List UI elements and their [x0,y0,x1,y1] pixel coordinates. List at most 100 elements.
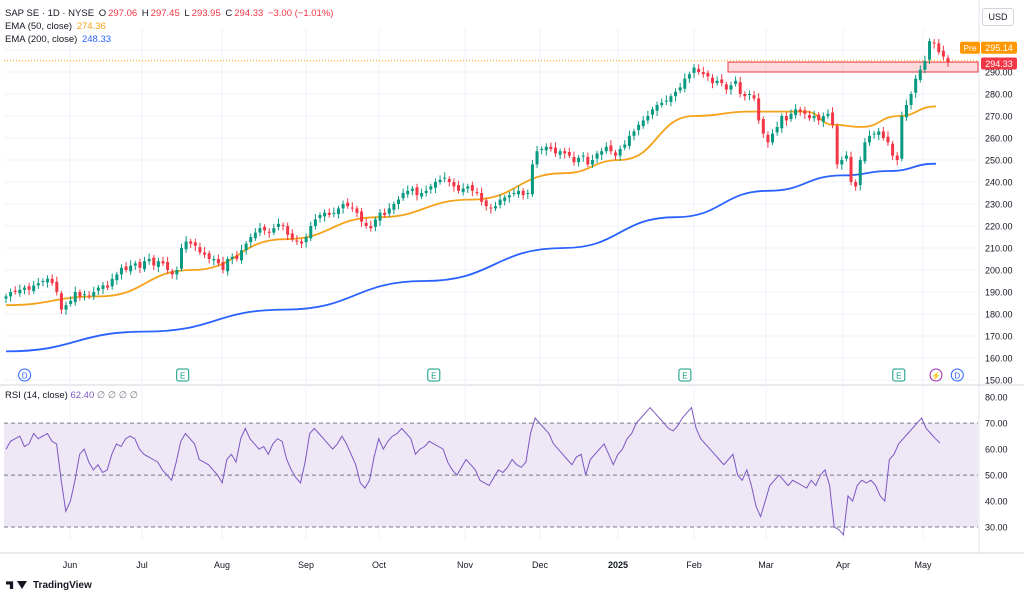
candle-body [355,208,359,213]
candle-body [868,135,871,143]
candle-body [447,178,451,182]
candle-body [46,278,50,283]
candle-body [692,67,696,73]
event-label: E [180,372,185,381]
time-tick-label: 2025 [608,560,628,570]
candle-body [216,259,220,264]
candle-body [844,155,848,159]
ema200-value: 248.33 [81,34,112,45]
price-tick-label: 200.00 [985,266,1013,276]
ema50-legend: EMA (50, close) 274.36 [5,21,108,33]
candle-body [817,114,821,121]
time-tick-label: Nov [457,560,474,570]
candle-body [734,80,738,84]
currency-button[interactable]: USD [982,8,1014,26]
candle-body [230,256,234,259]
candle-body [558,151,562,155]
candle-body [521,190,525,196]
candle-body [794,109,798,116]
earnings-event-icon [678,368,692,382]
candle-body [336,208,340,215]
candle-body [803,110,807,114]
candle-body [166,262,170,270]
candle-body [826,113,830,116]
earnings-event-icon [427,368,441,382]
event-label: E [682,372,687,381]
candle-body [364,222,368,226]
pre-price-label-bg [981,41,1017,54]
candle-body [840,160,844,165]
symbol-label: SAP SE · 1D · NYSE [5,8,95,19]
candle-body [914,78,918,93]
candle-body [891,143,895,156]
candle-body [549,146,553,149]
candle-body [415,187,419,196]
candle-body [498,199,502,205]
candle-body [258,228,262,233]
candle-body [304,237,308,243]
candle-body [152,257,156,266]
candle-body [244,243,248,251]
price-tick-label: 220.00 [985,222,1013,232]
candle-body [369,226,373,229]
candle-body [512,193,516,194]
candle-body [59,293,63,310]
close-value: 294.33 [234,8,264,19]
candle-body [697,68,701,72]
candle-body [433,182,437,188]
candle-body [798,109,802,112]
candle-body [443,177,447,179]
candle-body [590,160,594,165]
time-tick-label: Dec [532,560,549,570]
candle-body [554,147,557,154]
high-label: H [141,8,149,19]
candle-body [475,192,479,194]
candle-body [872,133,876,135]
candle-body [9,292,13,297]
candle-body [263,226,267,231]
candle-body [212,259,216,261]
candle-body [55,281,59,292]
candle-body [387,208,391,214]
candle-body [637,124,641,131]
brand-label: TradingView [33,580,92,591]
candle-body [747,94,751,95]
candle-body [646,116,650,121]
candle-body [133,263,137,266]
candle-body [761,119,765,134]
candle-body [687,74,691,79]
candle-body [392,204,396,210]
candle-body [161,261,165,264]
candle-body [309,226,313,239]
time-tick-label: Aug [214,560,230,570]
candle-body [78,292,82,297]
candle-body [101,285,105,289]
candle-body [397,199,400,204]
candle-body [535,151,539,165]
candle-body [660,102,664,105]
candle-body [179,248,183,269]
split-event-icon [929,368,943,382]
candle-body [253,232,257,239]
candle-body [276,223,280,227]
candle-body [36,283,40,286]
pre-price-label: 295.14 [985,43,1013,53]
candle-body [203,252,207,255]
candle-body [849,156,853,182]
tradingview-logo: TradingView [6,580,92,591]
rsi-legend: RSI (14, close) 62.40 ∅ ∅ ∅ ∅ [5,390,138,401]
candle-body [235,255,239,259]
time-tick-label: Oct [372,560,387,570]
candle-body [669,96,673,102]
rsi-tick-label: 40.00 [985,497,1008,507]
candle-body [941,50,945,57]
rsi-tick-label: 70.00 [985,419,1008,429]
candle-body [858,160,862,186]
price-tick-label: 250.00 [985,156,1013,166]
candle-body [683,78,687,89]
price-tick-label: 170.00 [985,332,1013,342]
candle-body [489,207,493,209]
time-tick-label: Mar [758,560,774,570]
time-tick-label: Sep [298,560,314,570]
